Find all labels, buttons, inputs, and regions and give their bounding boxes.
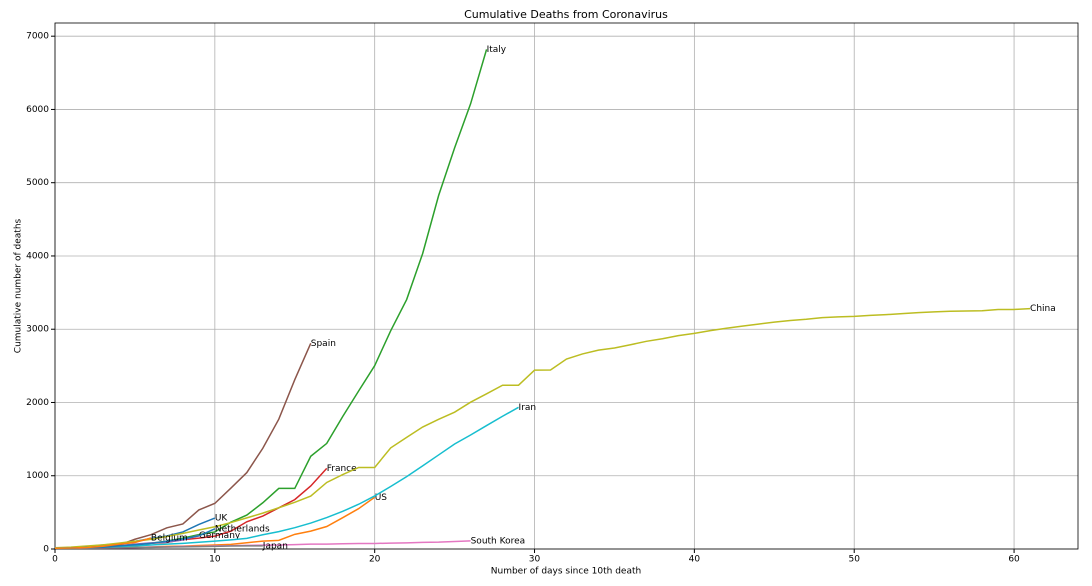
series-line: [54, 537, 152, 550]
y-tick-label: 5000: [26, 178, 49, 188]
y-tick-label: 7000: [26, 32, 49, 42]
y-tick-label: 3000: [26, 325, 49, 335]
series-line: [54, 342, 312, 550]
x-tick-label: 30: [529, 555, 541, 565]
series-label: Germany: [199, 531, 241, 541]
chart-title: Cumulative Deaths from Coronavirus: [464, 8, 668, 21]
y-tick-label: 6000: [26, 105, 49, 115]
y-axis-label: Cumulative number of deaths: [14, 218, 24, 353]
series-label: Italy: [487, 45, 507, 55]
y-tick-label: 2000: [26, 398, 49, 408]
series-label: UK: [215, 514, 229, 524]
series-label: South Korea: [471, 536, 526, 546]
x-tick-label: 40: [689, 555, 701, 565]
y-tick-label: 4000: [26, 251, 49, 261]
series-label: Japan: [262, 541, 288, 551]
series-label: Netherlands: [215, 524, 270, 534]
plot-frame: [54, 22, 1079, 550]
series-label: France: [327, 464, 357, 474]
x-tick-label: 60: [1008, 555, 1020, 565]
series-label: China: [1030, 304, 1056, 314]
series-label: Belgium: [151, 534, 188, 544]
series-label: Iran: [519, 403, 537, 413]
series-line: [54, 406, 519, 549]
x-tick-label: 20: [369, 555, 381, 565]
y-tick-label: 1000: [26, 471, 49, 481]
x-tick-label: 50: [848, 555, 860, 565]
series-label: Spain: [311, 339, 336, 349]
x-tick-label: 10: [209, 555, 221, 565]
series-line: [54, 49, 488, 549]
x-axis-label: Number of days since 10th death: [491, 567, 641, 577]
series-line: [54, 307, 1031, 549]
y-tick-label: 0: [43, 545, 49, 555]
x-tick-label: 0: [52, 555, 58, 565]
series-label: US: [375, 493, 388, 503]
